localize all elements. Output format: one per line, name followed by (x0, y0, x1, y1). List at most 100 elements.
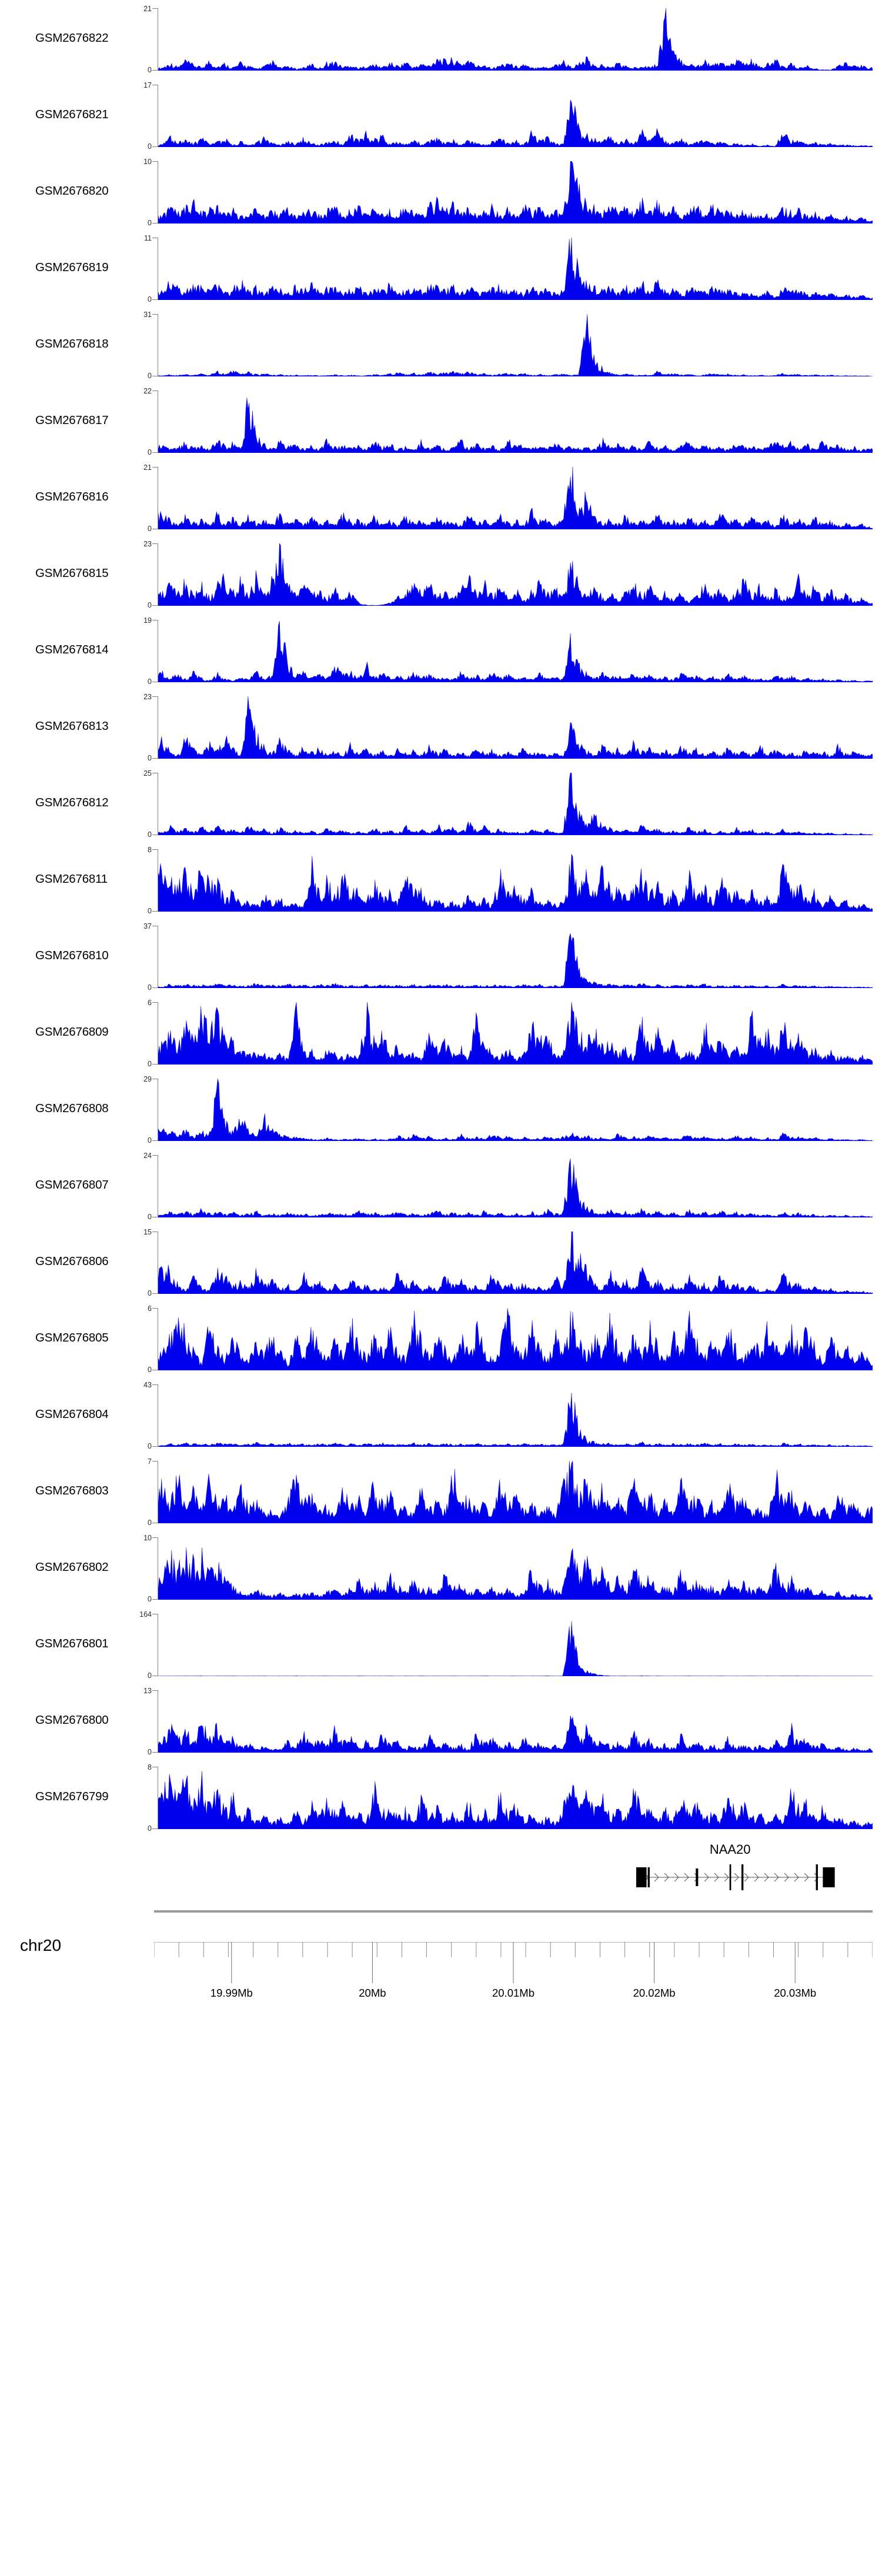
y-axis-min-label: 0 (148, 1518, 152, 1527)
y-axis-min-label: 0 (148, 448, 152, 456)
y-axis-max-label: 6 (148, 1304, 152, 1313)
y-axis-tick-min (152, 1293, 158, 1294)
coverage-signal (158, 8, 873, 71)
track-plot: 21 0 (143, 464, 873, 532)
track-plot: 23 0 (143, 693, 873, 762)
track-label: GSM2676819 (35, 261, 109, 274)
track-y-axis: 37 0 (143, 923, 159, 991)
y-axis-min-label: 0 (148, 1824, 152, 1833)
genome-axis-panel: chr20 19.99Mb 20Mb 20.01Mb 20.02Mb 20.03Mb (0, 1906, 882, 2023)
track-label: GSM2676818 (35, 337, 109, 351)
y-axis-max-label: 13 (143, 1687, 152, 1695)
coverage-signal (158, 696, 873, 759)
y-axis-min-label: 0 (148, 295, 152, 303)
axis-tick-label: 20Mb (359, 1987, 386, 1999)
coverage-signal (158, 85, 873, 147)
y-axis-min-label: 0 (148, 1671, 152, 1680)
gene-model[interactable] (154, 1835, 877, 1906)
coverage-signal (158, 1079, 873, 1141)
track-plot: 37 0 (143, 923, 873, 991)
track-plot: 11 0 (144, 235, 873, 303)
track-label: GSM2676799 (35, 1790, 109, 1803)
coverage-signal (158, 1767, 873, 1829)
track-plot: 23 0 (143, 540, 873, 609)
track-y-axis: 11 0 (144, 235, 159, 303)
coverage-track: GSM2676809 6 0 (0, 994, 882, 1070)
track-y-axis: 21 0 (143, 5, 159, 74)
coverage-track: GSM2676800 13 0 (0, 1682, 882, 1759)
coverage-signal (158, 1232, 873, 1294)
y-axis-min-label: 0 (148, 753, 152, 762)
track-y-axis: 43 0 (143, 1382, 159, 1450)
genome-axis-ticks[interactable] (154, 1942, 873, 2018)
track-plot: 29 0 (143, 1076, 873, 1144)
coverage-signal (158, 467, 873, 529)
y-axis-min-label: 0 (148, 1212, 152, 1221)
track-plot: 17 0 (143, 82, 873, 150)
y-axis-tick-max (152, 161, 158, 162)
track-y-axis: 23 0 (143, 540, 159, 609)
y-axis-max-label: 6 (148, 999, 152, 1007)
track-y-axis: 29 0 (143, 1076, 159, 1144)
y-axis-tick-min (152, 1140, 158, 1141)
y-axis-min-label: 0 (148, 371, 152, 380)
axis-tick-label: 20.03Mb (774, 1987, 817, 1999)
chromosome-rule (154, 1910, 873, 1913)
track-plot: 164 0 (139, 1611, 873, 1679)
y-axis-min-label: 0 (148, 1289, 152, 1297)
y-axis-tick-min (152, 1828, 158, 1829)
y-axis-max-label: 25 (143, 769, 152, 778)
coverage-signal (158, 1308, 873, 1370)
track-plot: 13 0 (143, 1687, 873, 1756)
track-y-axis: 13 0 (143, 1687, 159, 1756)
y-axis-tick-max (152, 1002, 158, 1003)
coverage-track: GSM2676816 21 0 (0, 459, 882, 535)
y-axis-tick-min (152, 1446, 158, 1447)
coverage-track: GSM2676812 25 0 (0, 765, 882, 841)
track-label: GSM2676805 (35, 1331, 109, 1344)
axis-tick-label: 19.99Mb (210, 1987, 253, 1999)
y-axis-min-label: 0 (148, 218, 152, 227)
track-plot: 10 0 (143, 158, 873, 226)
y-axis-max-label: 10 (143, 1534, 152, 1542)
coverage-track: GSM2676811 8 0 (0, 841, 882, 917)
y-axis-max-label: 8 (148, 846, 152, 854)
y-axis-tick-max (152, 1690, 158, 1691)
y-axis-min-label: 0 (148, 600, 152, 609)
coverage-track: GSM2676819 11 0 (0, 229, 882, 306)
coverage-track: GSM2676807 24 0 (0, 1147, 882, 1223)
y-axis-min-label: 0 (148, 1442, 152, 1450)
y-axis-max-label: 22 (143, 387, 152, 395)
y-axis-tick-max (152, 467, 158, 468)
coverage-track: GSM2676803 7 0 (0, 1453, 882, 1529)
coverage-signal (158, 773, 873, 835)
track-label: GSM2676817 (35, 413, 109, 427)
y-axis-tick-max (152, 543, 158, 545)
y-axis-max-label: 21 (143, 5, 152, 13)
track-y-axis: 31 0 (143, 311, 159, 379)
coverage-track: GSM2676804 43 0 (0, 1376, 882, 1453)
y-axis-min-label: 0 (148, 983, 152, 992)
track-plot: 21 0 (143, 5, 873, 74)
track-label: GSM2676814 (35, 643, 109, 656)
y-axis-tick-min (152, 1751, 158, 1753)
y-axis-max-label: 17 (143, 81, 152, 89)
y-axis-tick-max (152, 1155, 158, 1156)
y-axis-tick-max (152, 1537, 158, 1539)
track-y-axis: 24 0 (143, 1152, 159, 1220)
coverage-track: GSM2676815 23 0 (0, 535, 882, 612)
coverage-signal (158, 1614, 873, 1676)
y-axis-tick-min (152, 69, 158, 71)
y-axis-tick-max (152, 314, 158, 315)
track-label: GSM2676822 (35, 31, 109, 45)
y-axis-max-label: 23 (143, 540, 152, 548)
y-axis-max-label: 37 (143, 922, 152, 930)
y-axis-min-label: 0 (148, 1136, 152, 1144)
